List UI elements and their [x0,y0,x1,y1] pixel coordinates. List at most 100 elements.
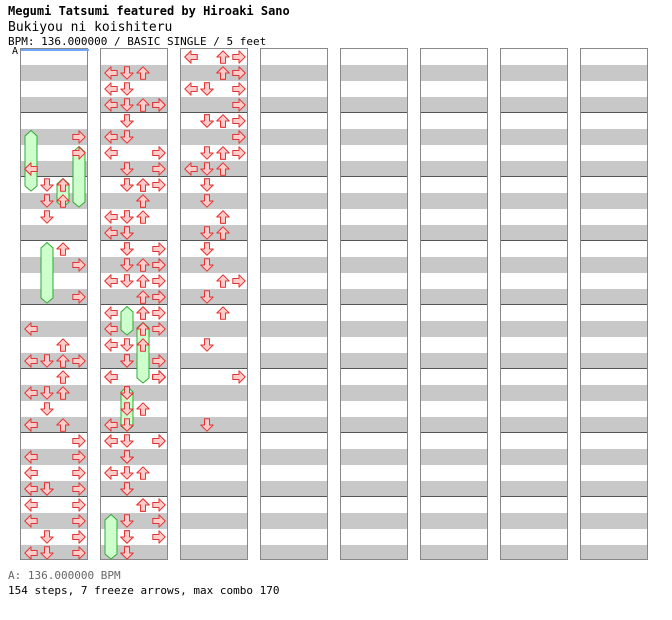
step-arrow [232,66,246,80]
measure-line [581,432,647,433]
step-arrow [136,258,150,272]
measure-line [341,432,407,433]
measure-line [101,496,167,497]
measure-line [501,368,567,369]
step-arrow [152,290,166,304]
step-arrow [40,354,54,368]
measure-line [101,304,167,305]
step-arrow [152,370,166,384]
step-arrow [24,498,38,512]
measure-line [101,240,167,241]
step-arrow [24,546,38,560]
measure-line [581,112,647,113]
step-arrow [232,274,246,288]
chart-stats: 154 steps, 7 freeze arrows, max combo 17… [8,584,280,597]
step-arrow [104,274,118,288]
measure-line [181,240,247,241]
step-column [260,48,328,560]
step-arrow [104,306,118,320]
step-arrow [120,162,134,176]
step-arrow [72,434,86,448]
step-arrow [24,386,38,400]
measure-line [341,496,407,497]
step-arrow [72,146,86,160]
step-arrow [120,178,134,192]
step-arrow [152,306,166,320]
measure-line [421,432,487,433]
step-arrow [56,194,70,208]
step-arrow [136,66,150,80]
measure-line [21,176,87,177]
step-arrow [152,530,166,544]
step-arrow [136,402,150,416]
step-arrow [104,418,118,432]
step-arrow [184,162,198,176]
step-arrow [120,66,134,80]
step-arrow [40,194,54,208]
step-arrow [152,322,166,336]
step-arrow [24,450,38,464]
step-arrow [120,338,134,352]
step-arrow [216,146,230,160]
step-arrow [104,338,118,352]
step-column [180,48,248,560]
measure-line [341,240,407,241]
measure-line [421,240,487,241]
step-arrow [56,242,70,256]
freeze-arrow [24,130,38,192]
step-arrow [152,274,166,288]
step-arrow [104,130,118,144]
step-arrow [120,450,134,464]
step-arrow [56,354,70,368]
step-arrow [216,226,230,240]
step-arrow [120,130,134,144]
step-arrow [232,114,246,128]
measure-line [261,432,327,433]
freeze-arrow [120,306,134,336]
step-arrow [232,50,246,64]
step-arrow [216,50,230,64]
step-arrow [120,434,134,448]
measure-line [181,112,247,113]
step-arrow [120,546,134,560]
step-arrow [152,354,166,368]
step-arrow [24,162,38,176]
step-column [100,48,168,560]
measure-line [581,368,647,369]
measure-line [581,496,647,497]
step-arrow [104,146,118,160]
step-arrow [40,546,54,560]
step-column [340,48,408,560]
step-arrow [152,98,166,112]
step-arrow [72,546,86,560]
measure-line [501,496,567,497]
step-arrow [104,98,118,112]
step-arrow [56,178,70,192]
step-arrow [72,530,86,544]
step-arrow [56,338,70,352]
measure-line [261,240,327,241]
measure-line [341,176,407,177]
step-arrow [120,114,134,128]
step-arrow [136,306,150,320]
step-arrow [184,82,198,96]
step-arrow [104,210,118,224]
measure-line [581,240,647,241]
step-arrow [104,434,118,448]
step-arrow [24,354,38,368]
measure-line [501,176,567,177]
bpm-marker-line [21,49,89,51]
step-arrow [120,210,134,224]
step-arrow [56,386,70,400]
step-arrow [200,226,214,240]
step-arrow [72,258,86,272]
step-arrow [120,354,134,368]
step-arrow [120,226,134,240]
step-arrow [152,498,166,512]
step-arrow [136,98,150,112]
step-arrow [232,370,246,384]
measure-line [341,304,407,305]
measure-line [21,496,87,497]
measure-line [21,304,87,305]
measure-line [421,304,487,305]
